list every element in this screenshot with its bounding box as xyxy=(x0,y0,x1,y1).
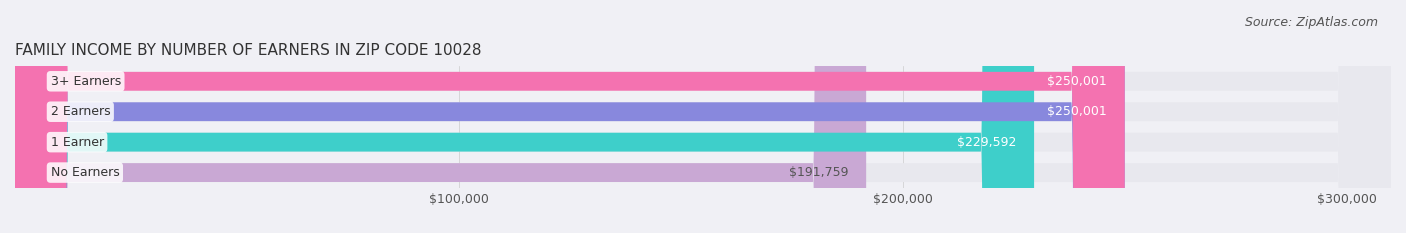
FancyBboxPatch shape xyxy=(15,0,866,233)
Text: 3+ Earners: 3+ Earners xyxy=(51,75,121,88)
FancyBboxPatch shape xyxy=(15,0,1391,233)
Text: $250,001: $250,001 xyxy=(1047,75,1107,88)
FancyBboxPatch shape xyxy=(15,0,1125,233)
Text: FAMILY INCOME BY NUMBER OF EARNERS IN ZIP CODE 10028: FAMILY INCOME BY NUMBER OF EARNERS IN ZI… xyxy=(15,43,481,58)
Text: $191,759: $191,759 xyxy=(789,166,848,179)
Text: $250,001: $250,001 xyxy=(1047,105,1107,118)
Text: $229,592: $229,592 xyxy=(957,136,1017,149)
FancyBboxPatch shape xyxy=(15,0,1125,233)
FancyBboxPatch shape xyxy=(15,0,1391,233)
Text: 1 Earner: 1 Earner xyxy=(51,136,104,149)
FancyBboxPatch shape xyxy=(15,0,1391,233)
Text: Source: ZipAtlas.com: Source: ZipAtlas.com xyxy=(1244,16,1378,29)
FancyBboxPatch shape xyxy=(15,0,1033,233)
Text: 2 Earners: 2 Earners xyxy=(51,105,110,118)
FancyBboxPatch shape xyxy=(15,0,1391,233)
Text: No Earners: No Earners xyxy=(51,166,120,179)
